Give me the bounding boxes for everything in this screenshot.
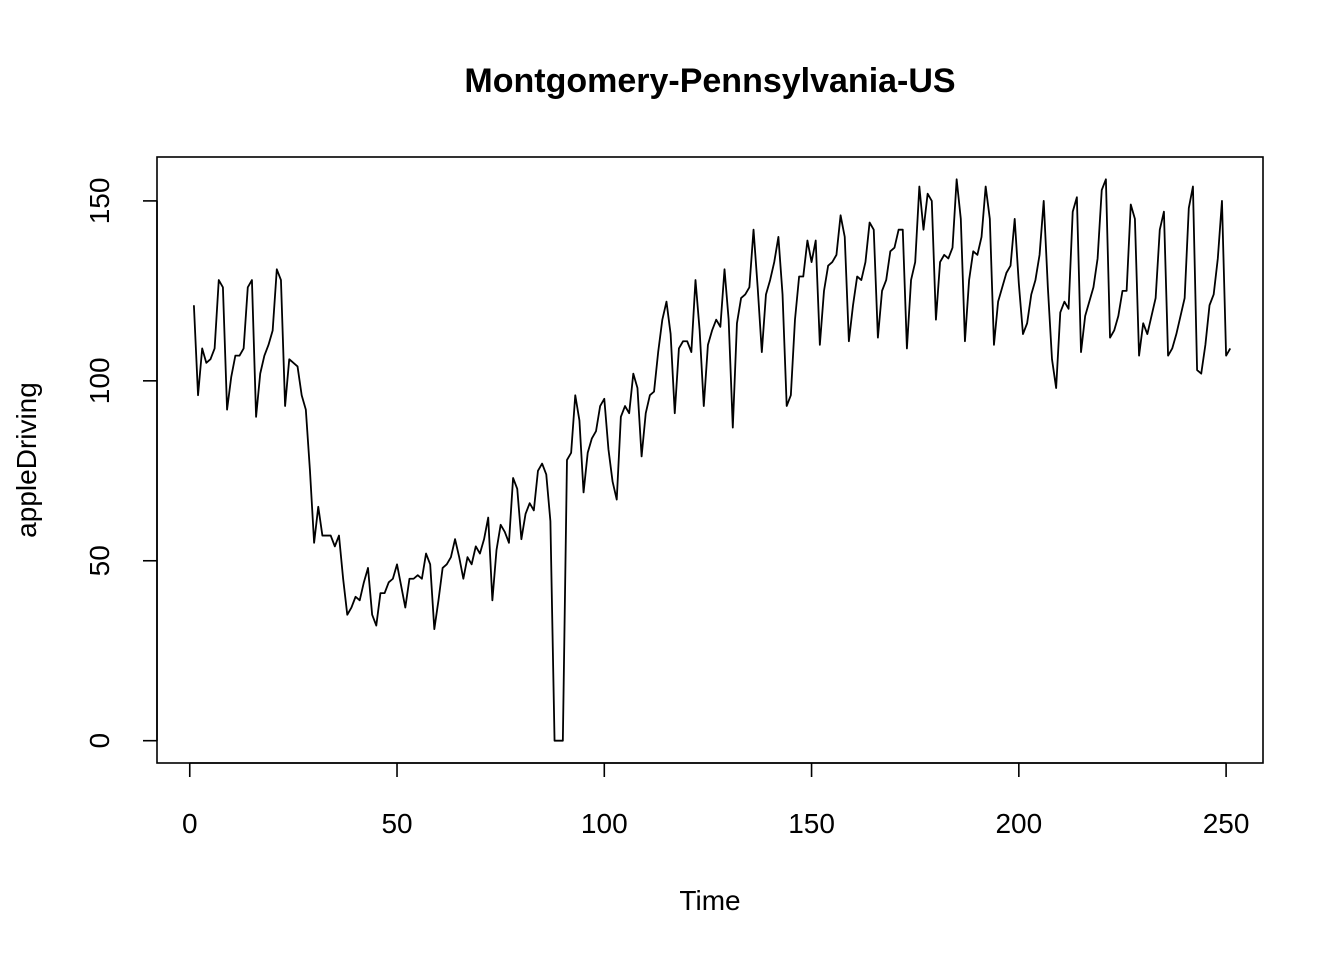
x-tick-label: 200	[995, 808, 1042, 839]
y-tick-label: 50	[84, 545, 115, 576]
series-line	[192, 178, 1232, 742]
y-axis-label: appleDriving	[11, 382, 42, 538]
y-axis: 0 50 100 150	[84, 178, 158, 749]
x-tick-label: 100	[581, 808, 628, 839]
x-axis: 0 50 100 150 200 250	[182, 762, 1250, 839]
y-tick-label: 0	[84, 733, 115, 749]
x-tick-label: 250	[1203, 808, 1250, 839]
x-tick-label: 50	[381, 808, 412, 839]
y-tick-label: 100	[84, 357, 115, 404]
x-tick-label: 0	[182, 808, 198, 839]
plot-frame	[156, 156, 1264, 764]
x-axis-label: Time	[679, 885, 740, 916]
x-tick-label: 150	[788, 808, 835, 839]
chart-title: Montgomery-Pennsylvania-US	[464, 62, 955, 100]
y-tick-label: 150	[84, 178, 115, 225]
